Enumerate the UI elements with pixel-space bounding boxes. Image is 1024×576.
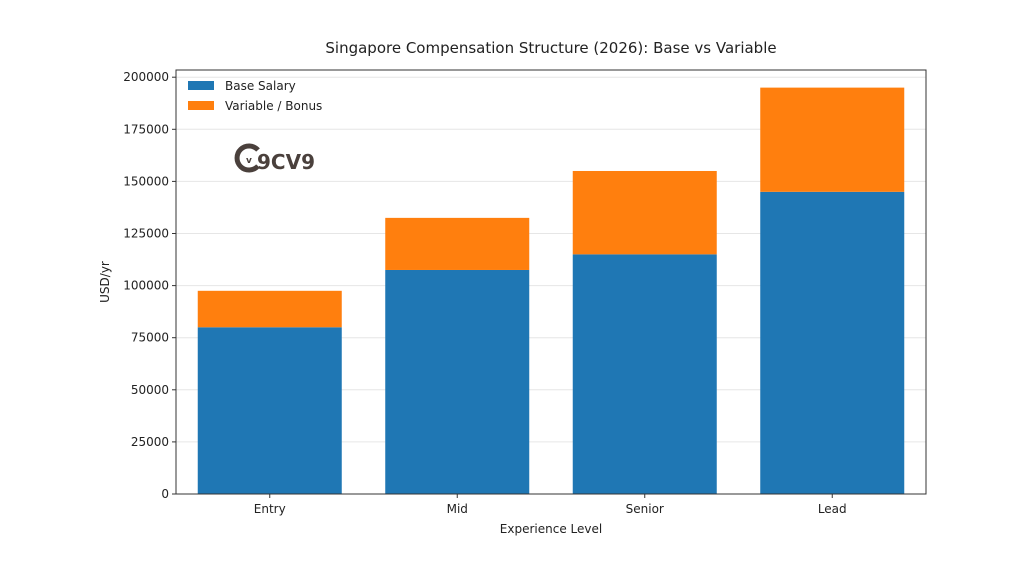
legend-label: Base Salary xyxy=(225,79,296,93)
bar-base-mid xyxy=(385,269,530,494)
bar-base-senior xyxy=(572,254,717,494)
bars xyxy=(197,87,905,494)
y-tick-label: 200000 xyxy=(123,70,169,84)
x-axis: Entry Mid Senior Lead xyxy=(254,494,847,516)
y-tick-label: 175000 xyxy=(123,122,169,136)
svg-text:9CV9: 9CV9 xyxy=(257,150,315,174)
bar-variable-senior xyxy=(572,170,717,255)
legend-swatch xyxy=(188,101,214,110)
bar-variable-lead xyxy=(760,87,905,192)
y-tick-label: 100000 xyxy=(123,279,169,293)
legend: Base Salary Variable / Bonus xyxy=(188,79,322,113)
bar-variable-mid xyxy=(385,217,530,270)
y-tick-label: 150000 xyxy=(123,174,169,188)
bar-base-lead xyxy=(760,191,905,494)
plot-frame xyxy=(175,69,927,495)
y-tick-label: 0 xyxy=(161,487,169,501)
y-tick-label: 125000 xyxy=(123,227,169,241)
y-tick-label: 25000 xyxy=(131,435,169,449)
x-tick-label: Mid xyxy=(447,502,468,516)
x-tick-label: Senior xyxy=(626,502,664,516)
legend-label: Variable / Bonus xyxy=(225,99,322,113)
legend-swatch xyxy=(188,81,214,90)
watermark-logo: v 9CV9 xyxy=(234,143,315,174)
x-axis-label: Experience Level xyxy=(500,522,602,536)
bar-base-entry xyxy=(197,327,342,494)
chart-title: Singapore Compensation Structure (2026):… xyxy=(325,39,776,57)
logo-mark-icon xyxy=(234,143,260,173)
svg-text:v: v xyxy=(246,156,252,166)
bar-variable-entry xyxy=(197,290,342,328)
y-axis-label: USD/yr xyxy=(98,261,112,303)
y-axis: 0 25000 50000 75000 100000 125000 150000 175000… xyxy=(123,70,176,501)
x-tick-label: Lead xyxy=(818,502,847,516)
x-tick-label: Entry xyxy=(254,502,286,516)
y-tick-label: 75000 xyxy=(131,331,169,345)
y-tick-label: 50000 xyxy=(131,383,169,397)
